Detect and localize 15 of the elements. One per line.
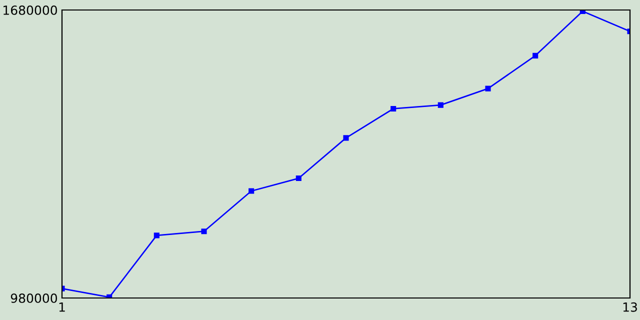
point (296, 175, 302, 182)
point (485, 86, 491, 92)
point (532, 52, 538, 58)
point (154, 232, 160, 238)
line-series (62, 10, 630, 298)
point (580, 10, 586, 14)
y-tick-label: 1680000 (4, 5, 57, 15)
y-tick-label: 980000 (10, 293, 57, 303)
x-tick-label: 13 (623, 302, 637, 312)
point (390, 106, 396, 112)
point (248, 188, 254, 194)
point (438, 102, 444, 108)
point (201, 228, 207, 234)
point (343, 135, 349, 141)
x-tick-label: 1 (59, 302, 65, 312)
